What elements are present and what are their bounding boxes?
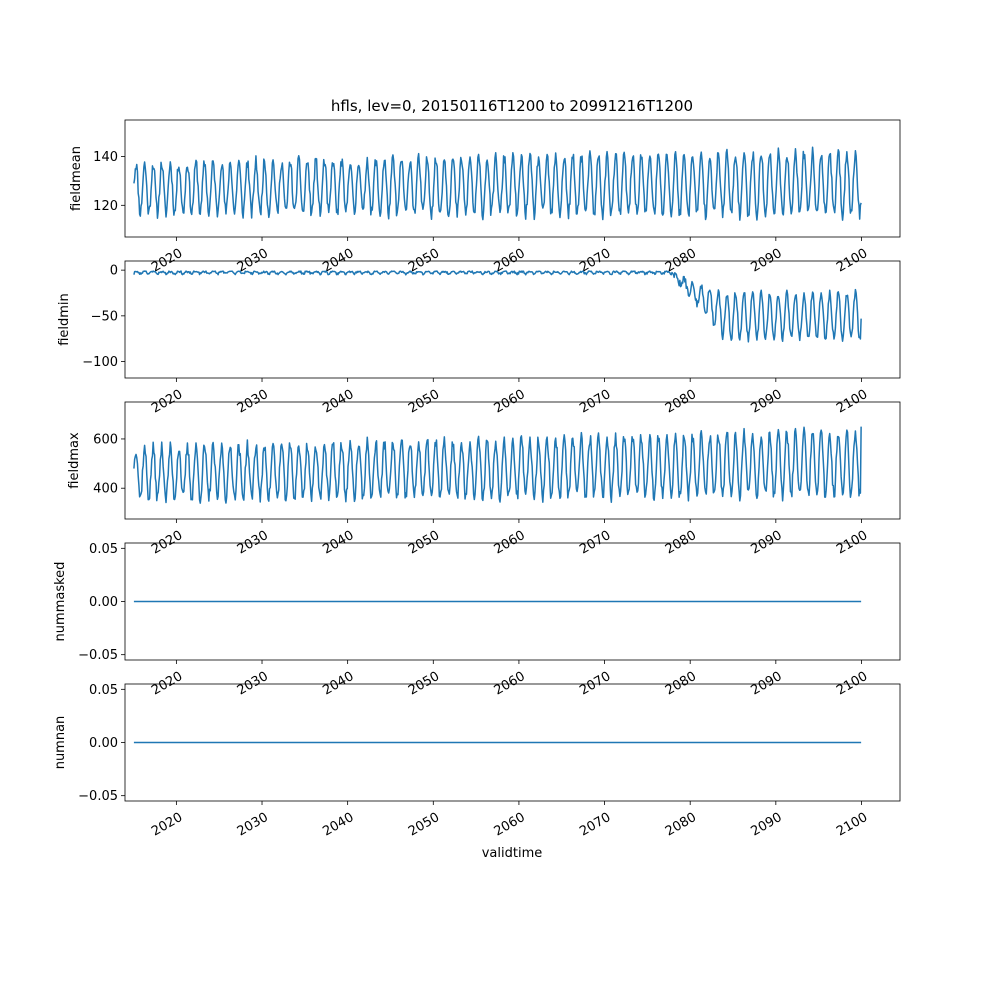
series-line-fieldmean — [133, 146, 862, 221]
ytick-label-nummasked-1: 0.00 — [89, 595, 118, 610]
ytick-label-numnan-0: −0.05 — [78, 789, 118, 804]
axes-frame-fieldmean — [124, 119, 901, 238]
ytick-label-fieldmax-1: 600 — [93, 432, 118, 447]
chart-title: hfls, lev=0, 20150116T1200 to 20991216T1… — [331, 97, 693, 115]
ytick-label-numnan-2: 0.05 — [89, 683, 118, 698]
ytick-label-fieldmin-2: 0 — [110, 264, 118, 279]
ytick-label-nummasked-2: 0.05 — [89, 542, 118, 557]
ytick-label-fieldmax-0: 400 — [93, 482, 118, 497]
ytick-label-fieldmean-0: 120 — [93, 199, 118, 214]
series-line-fieldmax — [133, 426, 862, 504]
ylabel-numnan: numnan — [53, 716, 68, 770]
ytick-label-nummasked-0: −0.05 — [78, 648, 118, 663]
axes-frame-fieldmin — [124, 260, 901, 379]
ylabel-fieldmin: fieldmin — [57, 293, 72, 346]
ytick-label-fieldmean-1: 140 — [93, 150, 118, 165]
ylabel-fieldmax: fieldmax — [67, 432, 82, 489]
ytick-label-fieldmin-1: −50 — [91, 309, 118, 324]
ylabel-nummasked: nummasked — [53, 562, 68, 642]
axes-frame-fieldmax — [124, 401, 901, 520]
ytick-label-numnan-1: 0.00 — [89, 736, 118, 751]
ytick-label-fieldmin-0: −100 — [82, 355, 118, 370]
xlabel: validtime — [482, 846, 543, 861]
ylabel-fieldmean: fieldmean — [69, 146, 84, 211]
series-line-fieldmin — [133, 270, 862, 343]
